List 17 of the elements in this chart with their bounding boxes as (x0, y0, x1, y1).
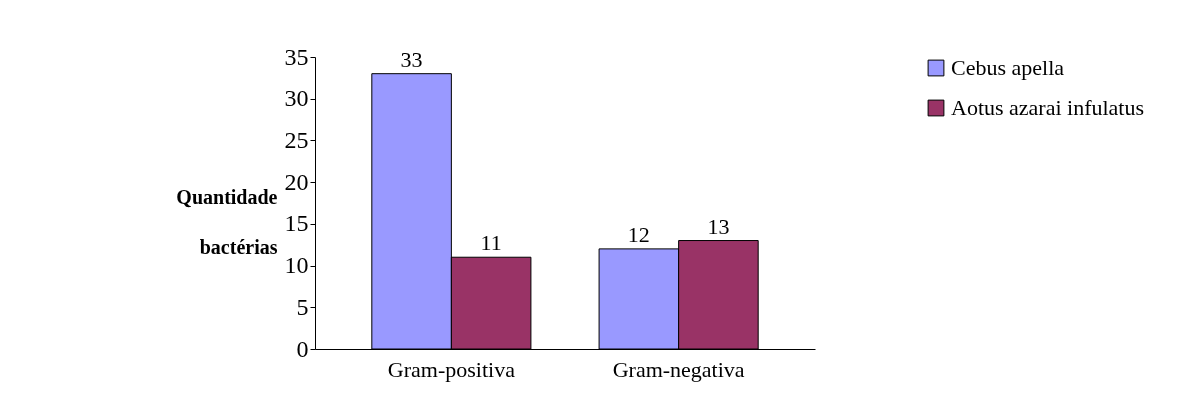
legend-label: Aotus azarai infulatus (951, 95, 1145, 120)
y-tick-label: 5 (296, 293, 309, 320)
data-label: 33 (400, 46, 423, 72)
y-tick-label: 25 (284, 126, 309, 153)
x-tick-label: Gram-negativa (612, 356, 745, 382)
text: Quantidade bactérias (176, 185, 278, 258)
data-label: 11 (480, 230, 502, 256)
y-tick-label: 35 (284, 43, 309, 70)
data-label: 13 (707, 213, 730, 239)
y-tick-label: 15 (284, 210, 309, 237)
y-tick-label: 30 (284, 85, 309, 112)
legend-label: Cebus apella (951, 55, 1065, 80)
x-tick-label: Gram-positiva (387, 356, 516, 382)
data-label: 12 (627, 221, 650, 247)
y-tick-label: 10 (284, 252, 309, 279)
y-tick-label: 0 (296, 335, 309, 362)
y-tick-label: 20 (284, 168, 309, 195)
